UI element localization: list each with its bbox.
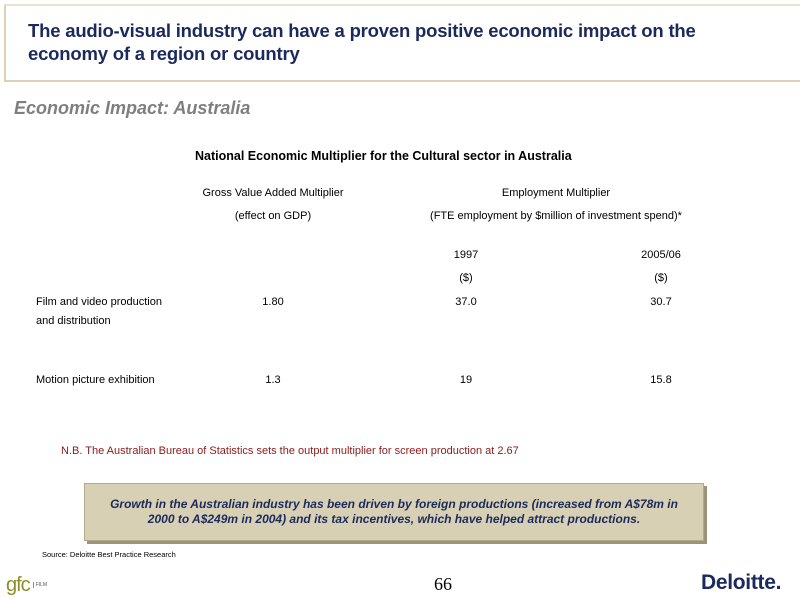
table-cell-exhibition-gva: 1.3 — [265, 374, 281, 386]
year-header-1997: 1997 — [453, 249, 479, 261]
gfc-logo-sub: FILM — [32, 582, 47, 588]
year-header-2005: 2005/06 — [641, 249, 681, 261]
page-number: 66 — [434, 574, 452, 594]
gfc-logo: gfc FILM — [6, 574, 52, 596]
callout-box: Growth in the Australian industry has be… — [84, 483, 704, 541]
unit-header-1997: ($) — [459, 272, 473, 284]
unit-header-2005: ($) — [654, 272, 668, 284]
section-subtitle: Economic Impact: Australia — [14, 98, 251, 118]
table-cell-exhibition-2005: 15.8 — [650, 374, 672, 386]
footnote: N.B. The Australian Bureau of Statistics… — [61, 445, 519, 457]
gva-header-line2: (effect on GDP) — [234, 210, 312, 222]
table-cell-exhibition-1997: 19 — [459, 374, 473, 386]
deloitte-logo-dot: . — [775, 571, 782, 594]
row-label-film-line2: and distribution — [36, 315, 111, 327]
table-cell-film-1997: 37.0 — [455, 296, 477, 308]
employment-header-line2: (FTE employment by $million of investmen… — [430, 210, 682, 222]
employment-header-line1: Employment Multiplier — [501, 187, 611, 199]
table-cell-film-2005: 30.7 — [650, 296, 672, 308]
row-label-exhibition: Motion picture exhibition — [36, 374, 155, 386]
deloitte-logo-text: Deloitte — [701, 571, 776, 594]
title-frame: The audio-visual industry can have a pro… — [4, 4, 800, 82]
title-frame-right-edge — [794, 6, 800, 80]
deloitte-logo: Deloitte. — [701, 571, 781, 595]
gva-header-line1: Gross Value Added Multiplier — [202, 187, 344, 199]
slide-title: The audio-visual industry can have a pro… — [28, 20, 696, 64]
callout-text: Growth in the Australian industry has be… — [110, 497, 678, 526]
table-title: National Economic Multiplier for the Cul… — [195, 149, 572, 163]
table-cell-film-gva: 1.80 — [262, 296, 284, 308]
gfc-logo-text: gfc — [6, 573, 31, 596]
row-label-film-line1: Film and video production — [36, 296, 162, 308]
source-note: Source: Deloitte Best Practice Research — [42, 550, 176, 559]
